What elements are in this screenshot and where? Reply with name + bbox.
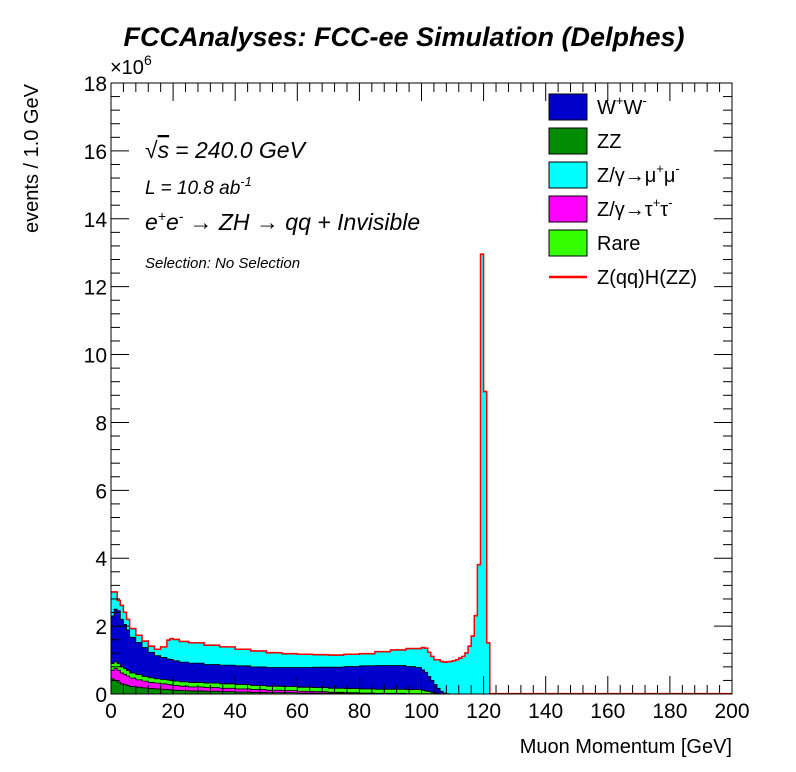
x-tick-label: 80: [348, 700, 371, 723]
stacked-histogram: [110, 254, 732, 695]
x-axis: 0 20 40 60 80 100 120 140 160 180 200: [105, 83, 750, 723]
x-tick-label: 200: [714, 700, 749, 723]
legend-label: ZZ: [597, 131, 621, 153]
legend-label: Z/γ→τ+τ-: [597, 195, 673, 221]
signal-line: [111, 253, 732, 695]
x-tick-label: 100: [404, 700, 439, 723]
legend-label: Z(qq)H(ZZ): [597, 267, 697, 289]
x-tick-label: 0: [105, 700, 117, 723]
y-tick-label: 10: [84, 345, 107, 368]
legend: W+W- ZZ Z/γ→μ+μ- Z/γ→τ+τ- Rare Z(qq)H(ZZ): [548, 93, 697, 289]
y-tick-label: 18: [84, 73, 107, 96]
x-tick-label: 40: [224, 700, 247, 723]
signal-line-path: [111, 253, 732, 695]
annotations: √s = 240.0 GeV L = 10.8 ab-1 e+e- → ZH → q…: [145, 137, 420, 272]
legend-label: Rare: [597, 233, 640, 255]
process-annotation: e+e- → ZH → qq + Invisible: [145, 208, 420, 235]
chart-title: FCCAnalyses: FCC-ee Simulation (Delphes): [123, 22, 684, 52]
y-tick-label: 8: [95, 412, 107, 435]
legend-label: Z/γ→μ+μ-: [597, 161, 680, 187]
legend-swatch: [548, 161, 588, 189]
x-tick-label: 60: [286, 700, 309, 723]
y-tick-label: 12: [84, 277, 107, 300]
legend-swatch: [548, 229, 588, 257]
lumi-annotation: L = 10.8 ab-1: [145, 174, 252, 199]
sqrt-s-annotation: √s = 240.0 GeV: [145, 137, 308, 163]
legend-swatch: [548, 93, 588, 121]
y-axis-title: events / 1.0 GeV: [21, 83, 43, 233]
x-tick-label: 120: [466, 700, 501, 723]
y-tick-label: 14: [84, 209, 108, 232]
x-tick-label: 180: [652, 700, 687, 723]
y-exponent: ×106: [110, 52, 152, 79]
x-axis-title: Muon Momentum [GeV]: [520, 736, 732, 758]
x-tick-label: 140: [528, 700, 563, 723]
y-axis: 0 2 4 6 8 10 12 14 16 18: [84, 73, 732, 707]
x-tick-label: 160: [590, 700, 625, 723]
legend-swatch: [548, 195, 588, 223]
legend-swatch: [548, 127, 588, 155]
y-tick-label: 6: [95, 480, 107, 503]
selection-annotation: Selection: No Selection: [145, 255, 300, 272]
x-tick-label: 20: [161, 700, 184, 723]
legend-label: W+W-: [597, 93, 647, 119]
series-area-4: [110, 254, 732, 695]
y-tick-label: 2: [95, 616, 107, 639]
y-tick-label: 16: [84, 141, 107, 164]
y-tick-label: 0: [95, 684, 107, 707]
y-tick-label: 4: [95, 548, 107, 571]
